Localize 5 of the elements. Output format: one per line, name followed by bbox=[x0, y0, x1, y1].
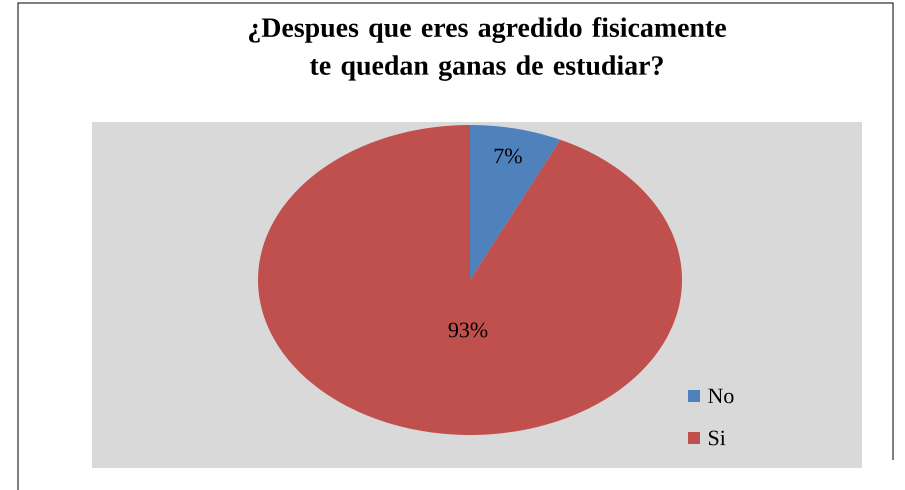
data-label: 93% bbox=[448, 322, 488, 338]
chart-title: ¿Despues que eres agredido fisicamente te quedan ganas de estudiar? bbox=[249, 17, 726, 81]
legend-label: Si bbox=[709, 430, 726, 446]
legend-label: No bbox=[708, 388, 734, 404]
data-label: 7% bbox=[494, 148, 522, 164]
